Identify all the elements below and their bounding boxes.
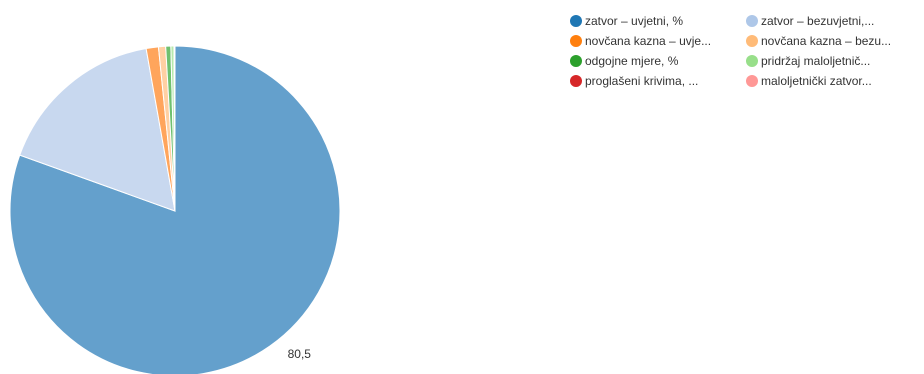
legend-swatch-icon	[570, 55, 582, 67]
legend-label: novčana kazna – uvje...	[585, 34, 712, 48]
legend-item[interactable]: proglašeni krivima, ...	[570, 74, 746, 88]
legend-label: proglašeni krivima, ...	[585, 74, 699, 88]
legend-label: novčana kazna – bezu...	[761, 34, 892, 48]
legend-label: odgojne mjere, %	[585, 54, 679, 68]
pie-slice[interactable]	[173, 45, 176, 212]
legend-swatch-icon	[746, 35, 758, 47]
legend-label: pridržaj maloljetnič...	[761, 54, 871, 68]
legend-item[interactable]: novčana kazna – bezu...	[746, 34, 920, 48]
legend-item[interactable]: maloljetnički zatvor...	[746, 74, 920, 88]
legend-item[interactable]: pridržaj maloljetnič...	[746, 54, 920, 68]
legend-swatch-icon	[570, 15, 582, 27]
legend-label: zatvor – bezuvjetni,...	[761, 14, 875, 28]
legend-item[interactable]: zatvor – uvjetni, %	[570, 14, 746, 28]
legend-swatch-icon	[746, 15, 758, 27]
legend: zatvor – uvjetni, % zatvor – bezuvjetni,.…	[570, 14, 920, 88]
legend-swatch-icon	[570, 35, 582, 47]
legend-item[interactable]: odgojne mjere, %	[570, 54, 746, 68]
legend-label: maloljetnički zatvor...	[761, 74, 872, 88]
pie-slice[interactable]	[19, 47, 176, 212]
legend-swatch-icon	[570, 75, 582, 87]
legend-item[interactable]: zatvor – bezuvjetni,...	[746, 14, 920, 28]
legend-swatch-icon	[746, 75, 758, 87]
legend-swatch-icon	[746, 55, 758, 67]
data-label: 80,5	[288, 347, 312, 361]
legend-label: zatvor – uvjetni, %	[585, 14, 684, 28]
pie-chart: 80,516,7	[9, 45, 341, 374]
legend-item[interactable]: novčana kazna – uvje...	[570, 34, 746, 48]
